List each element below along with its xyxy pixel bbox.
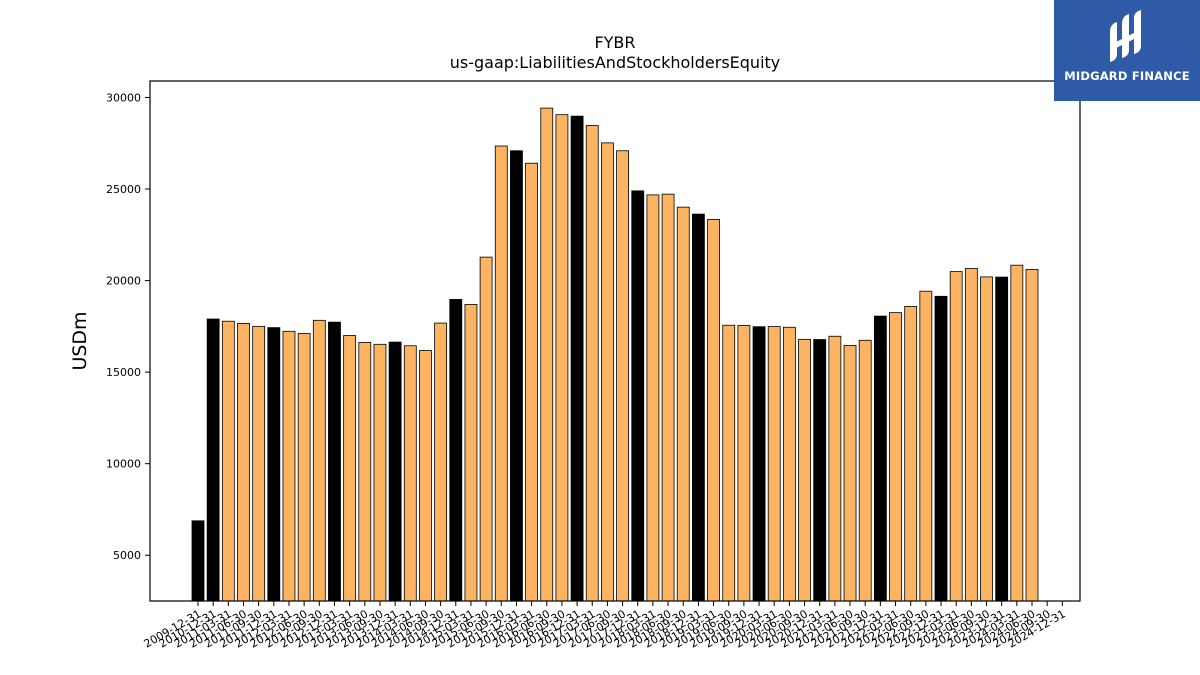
bar-2016-09-30 xyxy=(555,114,569,602)
y-tick-label: 20000 xyxy=(106,275,141,288)
bar-2014-12-31 xyxy=(449,299,463,602)
bar-2021-12-31 xyxy=(873,315,887,602)
bar-2023-12-31 xyxy=(995,276,1009,602)
bar-2015-12-31 xyxy=(510,150,523,602)
bar-2023-09-30 xyxy=(980,276,993,602)
bar-2010-12-31 xyxy=(206,318,220,602)
bar-2017-06-30 xyxy=(601,142,614,602)
bar-2011-09-30 xyxy=(252,325,266,602)
bar-2022-03-31 xyxy=(889,312,902,602)
bar-2014-06-30 xyxy=(419,350,432,602)
bar-2012-12-31 xyxy=(328,321,341,602)
y-axis-label: USDm xyxy=(69,311,91,370)
chart-subtitle: us-gaap:LiabilitiesAndStockholdersEquity xyxy=(450,53,781,72)
y-tick-label: 5000 xyxy=(113,549,141,562)
bar-2020-03-31 xyxy=(767,326,781,602)
bar-2013-12-31 xyxy=(388,341,402,602)
bar-2022-09-30 xyxy=(919,290,933,602)
bar-2013-03-31 xyxy=(343,335,357,602)
bar-2009-12-31 xyxy=(191,520,205,602)
bar-2017-12-31 xyxy=(631,190,645,602)
chart-title: FYBR xyxy=(594,33,635,52)
bar-2023-06-30 xyxy=(964,268,978,602)
bar-2024-06-30 xyxy=(1025,269,1039,602)
bar-2016-03-31 xyxy=(525,162,538,602)
bar-2016-06-30 xyxy=(540,107,554,602)
bar-2019-09-30 xyxy=(737,325,751,602)
bar-2018-09-30 xyxy=(676,206,690,602)
bar-2021-03-31 xyxy=(828,335,842,602)
bar-2015-06-30 xyxy=(479,256,493,602)
bar-2011-06-30 xyxy=(237,323,250,602)
bar-2022-06-30 xyxy=(904,305,918,602)
bar-2016-12-31 xyxy=(570,115,584,602)
bar-2020-09-30 xyxy=(798,338,811,602)
x-axis: 2009-12-312010-12-312011-03-312011-06-30… xyxy=(142,601,1068,651)
bar-2021-09-30 xyxy=(858,339,872,602)
bars-layer xyxy=(191,107,1039,602)
bar-2011-03-31 xyxy=(221,320,235,602)
bar-2013-09-30 xyxy=(373,343,387,602)
y-axis: 5000 10000 15000 20000 25000 30000 xyxy=(106,91,150,562)
bar-2021-06-30 xyxy=(843,344,857,602)
midgard-logo-icon xyxy=(1110,10,1141,62)
bar-2014-03-31 xyxy=(403,345,417,602)
bar-2014-09-30 xyxy=(434,322,448,602)
bar-2012-06-30 xyxy=(297,333,311,602)
bar-2020-12-31 xyxy=(813,339,827,602)
brand-logo: MIDGARD FINANCE xyxy=(1054,0,1200,101)
bar-2024-03-31 xyxy=(1010,264,1024,602)
bar-2020-06-30 xyxy=(782,326,796,602)
bar-2022-12-31 xyxy=(934,295,948,602)
bar-2015-09-30 xyxy=(494,145,508,602)
bar-2011-12-31 xyxy=(267,327,281,602)
y-tick-label: 30000 xyxy=(106,91,141,104)
y-tick-label: 15000 xyxy=(106,366,141,379)
y-tick-label: 10000 xyxy=(106,458,141,471)
bar-2013-06-30 xyxy=(358,342,372,602)
bar-2019-12-31 xyxy=(752,326,766,602)
bar-2017-03-31 xyxy=(585,125,599,602)
bar-2019-06-30 xyxy=(722,324,736,602)
bar-2017-09-30 xyxy=(616,150,629,602)
brand-name: MIDGARD FINANCE xyxy=(1064,69,1190,83)
bar-2015-03-31 xyxy=(464,303,478,602)
bar-2012-09-30 xyxy=(312,319,326,602)
bar-2018-12-31 xyxy=(692,213,705,602)
bar-2018-03-31 xyxy=(646,194,660,602)
plot-frame xyxy=(149,80,1081,602)
bar-2012-03-31 xyxy=(282,330,296,602)
bar-2018-06-30 xyxy=(661,193,675,602)
bar-2019-03-31 xyxy=(707,219,720,602)
y-tick-label: 25000 xyxy=(106,183,141,196)
bar-2023-03-31 xyxy=(949,271,963,602)
